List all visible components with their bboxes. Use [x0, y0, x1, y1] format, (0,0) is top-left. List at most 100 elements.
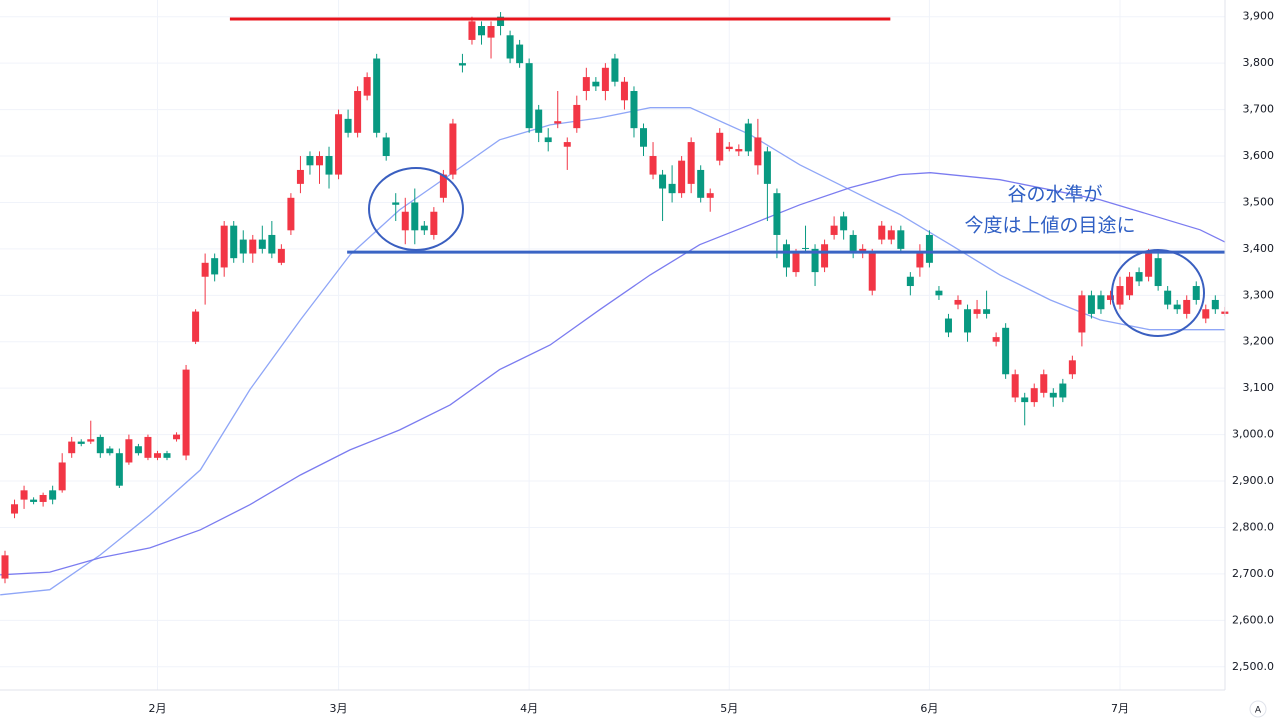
x-tick-label: 3月: [330, 702, 348, 715]
y-tick-label: 3,900: [1243, 10, 1275, 23]
y-tick-label: 3,000.0: [1232, 428, 1274, 441]
candle-body: [887, 230, 895, 240]
y-tick-label: 2,900.0: [1232, 474, 1274, 487]
candle-body: [611, 58, 619, 82]
candle-body: [458, 63, 466, 66]
candle-body: [516, 44, 524, 64]
candle-body: [182, 369, 190, 456]
candle-body: [1202, 309, 1210, 319]
candle-body: [239, 239, 247, 254]
candle-body: [49, 490, 57, 500]
moving-average: [0, 172, 1226, 576]
candle-body: [39, 494, 47, 502]
candle-body: [354, 91, 362, 133]
candle-body: [802, 247, 810, 249]
y-tick-label: 3,300: [1243, 288, 1275, 301]
candle-body: [763, 151, 771, 184]
candle-body: [620, 81, 628, 101]
candle-body: [1126, 276, 1134, 296]
candle-body: [659, 174, 667, 189]
candle-body: [401, 211, 409, 231]
candle-body: [430, 211, 438, 235]
candle-body: [144, 436, 152, 458]
annotation: 今度は上値の目途に: [964, 215, 1135, 237]
candle-body: [849, 234, 857, 254]
badge: A: [1255, 706, 1262, 716]
candle-body: [868, 253, 876, 291]
x-tick-label: 6月: [920, 702, 938, 715]
candle-body: [592, 81, 600, 87]
candle-body: [744, 123, 752, 152]
candle-body: [1087, 295, 1095, 314]
candle-body: [1183, 299, 1191, 314]
candle-body: [1173, 304, 1181, 310]
candle-body: [277, 248, 285, 263]
candle-body: [192, 311, 200, 342]
candle-body: [1011, 374, 1019, 398]
candle-body: [153, 453, 161, 458]
candle-body: [163, 453, 171, 458]
candle-body: [573, 104, 581, 129]
candle-body: [468, 21, 476, 40]
candle-body: [878, 225, 886, 240]
y-tick-label: 2,800.0: [1232, 520, 1274, 533]
candle-body: [544, 137, 552, 143]
candle-body: [449, 123, 457, 175]
grid: [0, 0, 1225, 690]
candle-body: [830, 225, 838, 235]
candle-body: [77, 441, 85, 444]
x-tick-label: 5月: [720, 702, 738, 715]
candle-body: [782, 244, 790, 268]
y-tick-label: 2,600.0: [1232, 613, 1274, 626]
candle-body: [535, 109, 543, 133]
candle-body: [1145, 253, 1153, 277]
candle-body: [754, 137, 762, 166]
y-tick-label: 3,800: [1243, 56, 1275, 69]
candle-body: [363, 77, 371, 96]
moving-average: [0, 107, 1225, 596]
candle-body: [983, 309, 991, 314]
candle-body: [201, 262, 209, 277]
candle-body: [134, 446, 142, 454]
candle-body: [668, 183, 676, 194]
candle-body: [1, 555, 9, 579]
candle-body: [649, 156, 657, 175]
candle-body: [678, 160, 686, 194]
candle-body: [840, 216, 848, 231]
candle-body: [249, 239, 257, 254]
candle-body: [87, 439, 95, 442]
candle-body: [973, 309, 981, 314]
candle-body: [944, 318, 952, 333]
candle-body: [20, 490, 28, 500]
y-tick-label: 3,600: [1243, 149, 1275, 162]
candle-body: [1078, 295, 1086, 333]
candle-body: [1154, 258, 1162, 287]
highlight-circle: [368, 167, 464, 251]
candle-body: [230, 225, 238, 259]
candle-body: [1211, 299, 1219, 310]
candle-body: [96, 436, 104, 454]
candle-body: [897, 230, 905, 249]
annotation: 谷の水準が: [1007, 184, 1102, 206]
candle-body: [439, 174, 447, 198]
candle-body: [411, 202, 419, 231]
candle-body: [1116, 286, 1124, 305]
candle-body: [916, 253, 924, 268]
x-tick-label: 4月: [520, 702, 538, 715]
candle-body: [1135, 272, 1143, 282]
y-tick-label: 3,200: [1243, 335, 1275, 348]
candle-body: [563, 142, 571, 147]
candle-body: [992, 337, 1000, 342]
plot: [0, 12, 1229, 596]
candle-body: [487, 26, 495, 38]
candle-body: [821, 244, 829, 268]
candle-body: [630, 91, 638, 129]
candle-body: [1068, 360, 1076, 375]
candle-body: [268, 234, 276, 254]
candle-body: [58, 462, 66, 491]
candle-body: [1049, 392, 1057, 398]
candle-body: [344, 118, 352, 133]
x-tick-label: 2月: [148, 702, 166, 715]
candle-body: [706, 193, 714, 198]
